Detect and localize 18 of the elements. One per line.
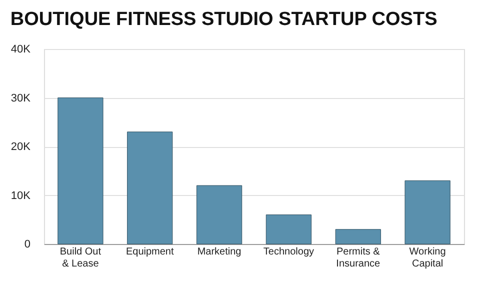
x-tick-label: Equipment — [126, 246, 174, 258]
chart-title: BOUTIQUE FITNESS STUDIO STARTUP COSTS — [10, 9, 438, 30]
x-tick-label: Permits & Insurance — [336, 246, 381, 270]
x-tick-label: Technology — [263, 246, 314, 258]
y-tick-label: 20K — [10, 141, 32, 153]
y-tick-label: 10K — [10, 190, 32, 202]
bar — [404, 180, 450, 244]
x-tick-label: Build Out & Lease — [60, 246, 102, 270]
y-tick-label: 40K — [10, 44, 32, 56]
bar — [127, 132, 173, 244]
bar — [266, 214, 312, 244]
x-tick-label: Marketing — [197, 246, 242, 258]
bar — [335, 229, 381, 244]
bar — [196, 185, 242, 244]
x-tick-label: Working Capital — [409, 246, 446, 270]
bar — [58, 98, 104, 244]
y-tick-label: 30K — [10, 92, 32, 104]
y-tick-label: 0 — [24, 238, 30, 250]
